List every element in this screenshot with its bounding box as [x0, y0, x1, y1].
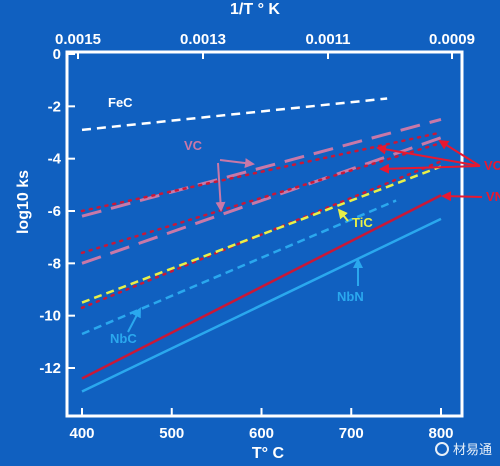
y-tick-label: 0	[53, 46, 61, 63]
x-axis-label: T° C	[252, 445, 285, 462]
top-tick-label: 0.0015	[55, 31, 101, 48]
y-axis-label: log10 ks	[15, 170, 32, 234]
series-line-fec-0	[81, 97, 388, 132]
top-axis-ticks: 0.0015 0.0013 0.0011 0.0009	[55, 31, 475, 59]
y-tick-label: -4	[48, 151, 62, 168]
watermark-logo-icon	[434, 441, 449, 456]
vc-red-arrow-1	[438, 139, 481, 167]
label-tic: TiC	[352, 215, 373, 230]
series-line-nbc-7	[81, 199, 397, 336]
label-nbc: NbC	[110, 331, 137, 346]
top-tick-label: 0.0011	[305, 31, 350, 48]
vc-red-arrow-3	[379, 163, 481, 174]
x-tick-label: 800	[428, 425, 453, 442]
x-tick-label: 400	[69, 425, 94, 442]
watermark-text: 材易通	[452, 443, 492, 458]
series-line-vc-1	[81, 117, 442, 218]
y-tick-label: -8	[48, 255, 61, 272]
watermark: 材易通	[434, 439, 492, 458]
label-vn-right: VN	[486, 189, 500, 204]
series-line-vn-8	[81, 194, 442, 380]
y-tick-label: -6	[48, 203, 61, 220]
y-tick-label: -2	[48, 98, 61, 115]
y-tick-label: -10	[39, 308, 61, 325]
label-vc-right: VC	[484, 158, 500, 173]
label-nbn: NbN	[337, 289, 364, 304]
y-tick-label: -12	[39, 360, 61, 377]
series-line-tic-6	[81, 165, 442, 304]
nbc-arrow	[127, 307, 141, 333]
series-line-vc-2	[81, 136, 442, 265]
vc-arrow-1	[219, 158, 255, 169]
vc-red-arrow-2	[376, 144, 481, 167]
y-axis-ticks: 0 -2 -4 -6 -8 -10 -12	[39, 46, 75, 377]
label-vc: VC	[184, 138, 203, 153]
series-line-unlabeled-5	[80, 160, 443, 310]
series-line-nbn-9	[81, 217, 442, 393]
x-tick-label: 700	[339, 425, 364, 442]
tic-arrow	[337, 208, 349, 222]
top-tick-label: 0.0013	[180, 31, 226, 48]
top-axis-label: 1/T ° K	[230, 1, 280, 18]
top-tick-label: 0.0009	[429, 31, 475, 48]
x-tick-label: 500	[159, 425, 184, 442]
series-line-unlabeled-4	[80, 141, 443, 255]
label-fec: FeC	[108, 95, 133, 110]
plot-frame	[65, 50, 464, 418]
x-axis-ticks: 400 500 600 700 800	[69, 408, 454, 442]
series-lines	[80, 97, 443, 393]
vc-arrow-2	[215, 162, 226, 212]
vn-red-arrow	[441, 191, 483, 202]
x-tick-label: 600	[249, 425, 274, 442]
